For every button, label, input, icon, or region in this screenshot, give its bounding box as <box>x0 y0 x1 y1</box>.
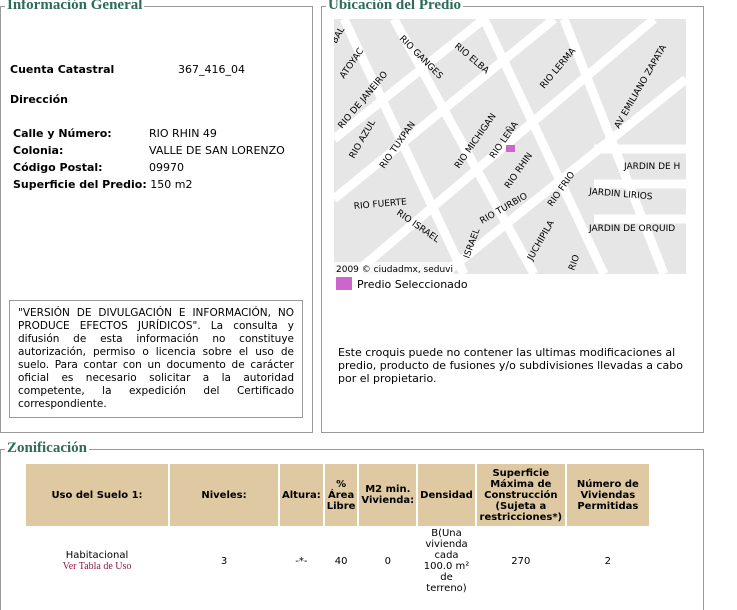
address-row: Colonia: VALLE DE SAN LORENZO <box>13 144 285 157</box>
header: Densidad <box>418 464 475 526</box>
superficie-value: 270 <box>511 555 531 567</box>
densidad-value: B(Una vivienda cada 100.0 m² de terreno) <box>423 528 470 594</box>
header: Número de Viviendas Permitidas <box>566 464 649 526</box>
table-row: Habitacional Ver Tabla de Uso 3 -*- 40 0 … <box>26 528 649 594</box>
cuenta-label: Cuenta Catastral <box>10 63 115 76</box>
info-panel: Información General Cuenta Catastral 367… <box>0 0 313 433</box>
legend-swatch <box>336 277 352 290</box>
map-copyright: 2009 © ciudadmx, seduvi <box>336 265 453 274</box>
header: Uso del Suelo 1: <box>26 464 168 526</box>
header: Superficie Máxima de Construcción (Sujet… <box>476 464 565 526</box>
zonificacion-panel: Zonificación Uso del Suelo 1: Niveles: A… <box>0 440 704 610</box>
cuenta-value: 367_416_04 <box>178 63 245 76</box>
header: % Área Libre <box>324 464 358 526</box>
street-label: JARDIN DE H <box>623 162 680 172</box>
selected-parcel <box>506 145 515 152</box>
zon-title: Zonificación <box>5 440 90 457</box>
map-note: Este croquis puede no contener las ultim… <box>338 346 683 385</box>
address-row: Superficie del Predio: 150 m2 <box>13 178 193 191</box>
street-label: JARDIN DE ORQUID <box>588 224 675 234</box>
m2-value: 0 <box>384 555 391 567</box>
address-row: Código Postal: 09970 <box>13 161 184 174</box>
street-label: RIO FUERTE <box>353 197 407 212</box>
niveles-value: 3 <box>220 555 228 567</box>
uso-value: Habitacional <box>65 550 129 561</box>
map-panel: Ubicación del Predio BAL ATOYAC RIO GANGES… <box>321 0 704 433</box>
header: M2 min. Vivienda: <box>359 464 417 526</box>
zonificacion-table: Uso del Suelo 1: Niveles: Altura: % Área… <box>24 462 651 596</box>
map-title: Ubicación del Predio <box>326 0 464 14</box>
legend-label: Predio Seleccionado <box>357 278 468 291</box>
altura-value: -*- <box>295 555 308 567</box>
info-title: Información General <box>5 0 145 14</box>
viviendas-value: 2 <box>604 555 612 567</box>
header: Niveles: <box>170 464 278 526</box>
area-value: 40 <box>334 555 348 567</box>
disclaimer: "VERSIÓN DE DIVULGACIÓN E INFORMACIÓN, N… <box>9 300 303 418</box>
header: Altura: <box>280 464 323 526</box>
direccion-label: Dirección <box>10 93 68 106</box>
ver-tabla-link[interactable]: Ver Tabla de Uso <box>62 561 132 572</box>
address-row: Calle y Número: RIO RHIN 49 <box>13 127 217 140</box>
